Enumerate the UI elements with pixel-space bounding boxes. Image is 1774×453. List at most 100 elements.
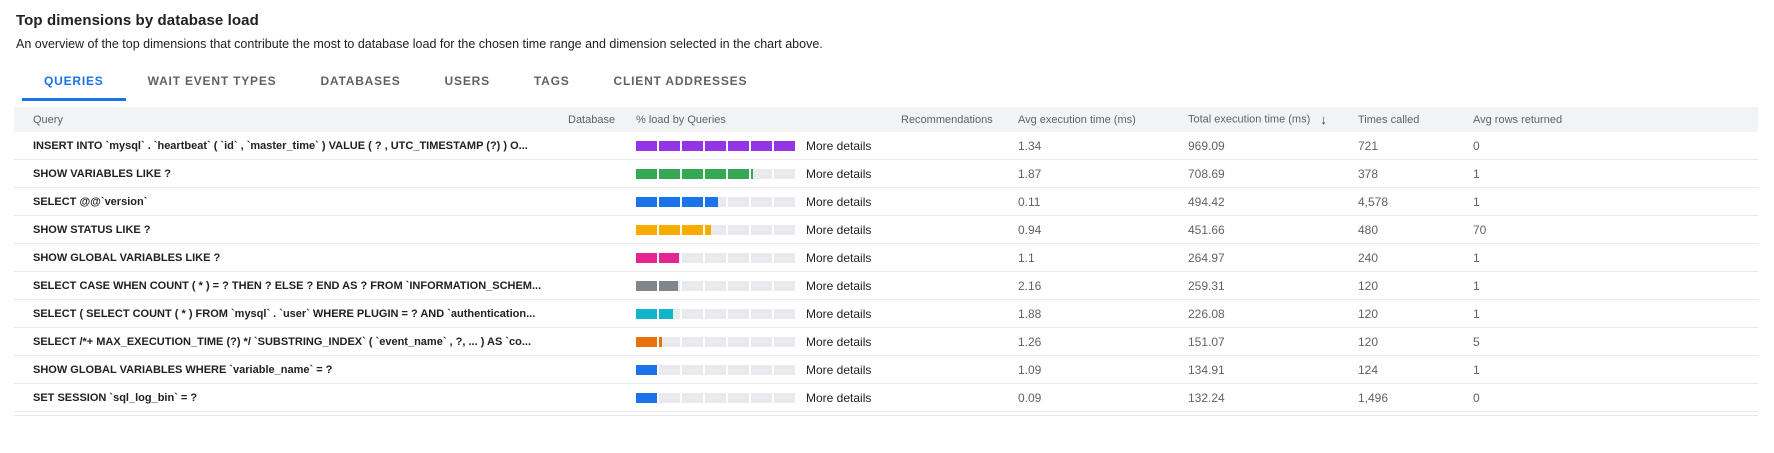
tab-databases[interactable]: DATABASES bbox=[320, 73, 401, 88]
load-bar bbox=[636, 252, 796, 263]
col-database[interactable]: Database bbox=[568, 113, 616, 126]
table-row: SELECT /*+ MAX_EXECUTION_TIME (?) */ `SU… bbox=[14, 328, 1758, 356]
avg-exec-time-value: 1.26 bbox=[1018, 334, 1042, 349]
times-called-value: 124 bbox=[1358, 362, 1379, 377]
load-cell: More details bbox=[628, 335, 893, 349]
query-text: SELECT CASE WHEN COUNT ( * ) = ? THEN ? … bbox=[33, 279, 542, 292]
tab-tags[interactable]: TAGS bbox=[533, 73, 570, 88]
load-bar-segments bbox=[636, 308, 796, 319]
total-exec-time-value: 151.07 bbox=[1188, 334, 1225, 349]
more-details-link[interactable]: More details bbox=[806, 166, 872, 181]
load-cell: More details bbox=[628, 391, 893, 405]
tab-queries[interactable]: QUERIES bbox=[22, 63, 126, 101]
query-text: INSERT INTO `mysql` . `heartbeat` ( `id`… bbox=[33, 139, 528, 152]
total-exec-time-value: 132.24 bbox=[1188, 390, 1225, 405]
avg-rows-returned-value: 1 bbox=[1473, 306, 1480, 321]
avg-rows-returned-value: 1 bbox=[1473, 250, 1480, 265]
more-details-link[interactable]: More details bbox=[806, 222, 872, 237]
total-exec-time-value: 226.08 bbox=[1188, 306, 1225, 321]
query-text: SELECT @@`version` bbox=[33, 195, 148, 208]
query-text: SET SESSION `sql_log_bin` = ? bbox=[33, 391, 198, 404]
load-bar-segments bbox=[636, 196, 796, 207]
col-avg-rows-returned[interactable]: Avg rows returned bbox=[1473, 113, 1563, 126]
table-row: SHOW GLOBAL VARIABLES WHERE `variable_na… bbox=[14, 356, 1758, 384]
load-bar bbox=[636, 196, 796, 207]
col-recommendations[interactable]: Recommendations bbox=[901, 113, 993, 126]
load-bar-segments bbox=[636, 224, 796, 235]
avg-exec-time-value: 0.94 bbox=[1018, 222, 1042, 237]
more-details-link[interactable]: More details bbox=[806, 390, 872, 405]
col-total-exec-time[interactable]: Total execution time (ms) ↓ bbox=[1180, 112, 1350, 127]
times-called-value: 1,496 bbox=[1358, 390, 1389, 405]
times-called-value: 480 bbox=[1358, 222, 1379, 237]
table-row: INSERT INTO `mysql` . `heartbeat` ( `id`… bbox=[14, 132, 1758, 160]
more-details-link[interactable]: More details bbox=[806, 194, 872, 209]
query-text: SHOW GLOBAL VARIABLES WHERE `variable_na… bbox=[33, 363, 333, 376]
table-row: SHOW VARIABLES LIKE ? More details 1.87 … bbox=[14, 160, 1758, 188]
avg-exec-time-value: 1.87 bbox=[1018, 166, 1042, 181]
query-text: SELECT ( SELECT COUNT ( * ) FROM `mysql`… bbox=[33, 307, 536, 320]
table-row: SHOW STATUS LIKE ? More details 0.94 451… bbox=[14, 216, 1758, 244]
load-bar bbox=[636, 364, 796, 375]
avg-rows-returned-value: 5 bbox=[1473, 334, 1480, 349]
query-text: SHOW VARIABLES LIKE ? bbox=[33, 167, 171, 180]
table-row: SELECT @@`version` More details 0.11 494… bbox=[14, 188, 1758, 216]
load-bar bbox=[636, 168, 796, 179]
page-title: Top dimensions by database load bbox=[16, 12, 259, 29]
sort-desc-icon[interactable]: ↓ bbox=[1320, 112, 1327, 127]
load-cell: More details bbox=[628, 195, 893, 209]
more-details-link[interactable]: More details bbox=[806, 278, 872, 293]
load-bar-segments bbox=[636, 168, 796, 179]
avg-rows-returned-value: 1 bbox=[1473, 278, 1480, 293]
load-bar-segments bbox=[636, 392, 796, 403]
table-row: SET SESSION `sql_log_bin` = ? More detai… bbox=[14, 384, 1758, 412]
dimension-tabs: QUERIES WAIT EVENT TYPES DATABASES USERS… bbox=[14, 63, 1758, 101]
load-bar-segments bbox=[636, 280, 796, 291]
more-details-link[interactable]: More details bbox=[806, 306, 872, 321]
tab-users[interactable]: USERS bbox=[444, 73, 490, 88]
load-bar bbox=[636, 280, 796, 291]
avg-exec-time-value: 0.09 bbox=[1018, 390, 1042, 405]
load-bar bbox=[636, 308, 796, 319]
queries-table: Query Database % load by Queries Recomme… bbox=[14, 107, 1758, 416]
tab-client-addresses[interactable]: CLIENT ADDRESSES bbox=[613, 73, 748, 88]
avg-exec-time-value: 1.09 bbox=[1018, 362, 1042, 377]
tab-wait-event-types[interactable]: WAIT EVENT TYPES bbox=[147, 73, 277, 88]
query-text: SHOW STATUS LIKE ? bbox=[33, 223, 151, 236]
load-cell: More details bbox=[628, 363, 893, 377]
load-bar-segments bbox=[636, 364, 796, 375]
times-called-value: 120 bbox=[1358, 278, 1379, 293]
col-times-called[interactable]: Times called bbox=[1358, 113, 1420, 126]
load-bar-segments bbox=[636, 336, 796, 347]
load-cell: More details bbox=[628, 223, 893, 237]
load-bar bbox=[636, 224, 796, 235]
col-query[interactable]: Query bbox=[33, 113, 63, 126]
top-dimensions-panel: Top dimensions by database load An overv… bbox=[14, 12, 1758, 416]
query-text: SELECT /*+ MAX_EXECUTION_TIME (?) */ `SU… bbox=[33, 335, 532, 348]
more-details-link[interactable]: More details bbox=[806, 250, 872, 265]
col-avg-exec-time[interactable]: Avg execution time (ms) bbox=[1018, 113, 1136, 126]
avg-rows-returned-value: 1 bbox=[1473, 166, 1480, 181]
query-text: SHOW GLOBAL VARIABLES LIKE ? bbox=[33, 251, 221, 264]
more-details-link[interactable]: More details bbox=[806, 362, 872, 377]
times-called-value: 120 bbox=[1358, 306, 1379, 321]
more-details-link[interactable]: More details bbox=[806, 138, 872, 153]
avg-rows-returned-value: 1 bbox=[1473, 194, 1480, 209]
avg-rows-returned-value: 1 bbox=[1473, 362, 1480, 377]
total-exec-time-value: 494.42 bbox=[1188, 194, 1225, 209]
col-load-by-queries[interactable]: % load by Queries bbox=[636, 113, 726, 126]
table-row: SHOW GLOBAL VARIABLES LIKE ? More detail… bbox=[14, 244, 1758, 272]
total-exec-time-value: 708.69 bbox=[1188, 166, 1225, 181]
times-called-value: 120 bbox=[1358, 334, 1379, 349]
total-exec-time-value: 259.31 bbox=[1188, 278, 1225, 293]
table-row: SELECT ( SELECT COUNT ( * ) FROM `mysql`… bbox=[14, 300, 1758, 328]
more-details-link[interactable]: More details bbox=[806, 334, 872, 349]
avg-rows-returned-value: 0 bbox=[1473, 390, 1480, 405]
times-called-value: 721 bbox=[1358, 138, 1379, 153]
avg-exec-time-value: 1.34 bbox=[1018, 138, 1042, 153]
table-body: INSERT INTO `mysql` . `heartbeat` ( `id`… bbox=[14, 132, 1758, 412]
load-cell: More details bbox=[628, 279, 893, 293]
total-exec-time-value: 969.09 bbox=[1188, 138, 1225, 153]
col-total-exec-time-label: Total execution time (ms) bbox=[1188, 113, 1311, 126]
load-bar bbox=[636, 392, 796, 403]
